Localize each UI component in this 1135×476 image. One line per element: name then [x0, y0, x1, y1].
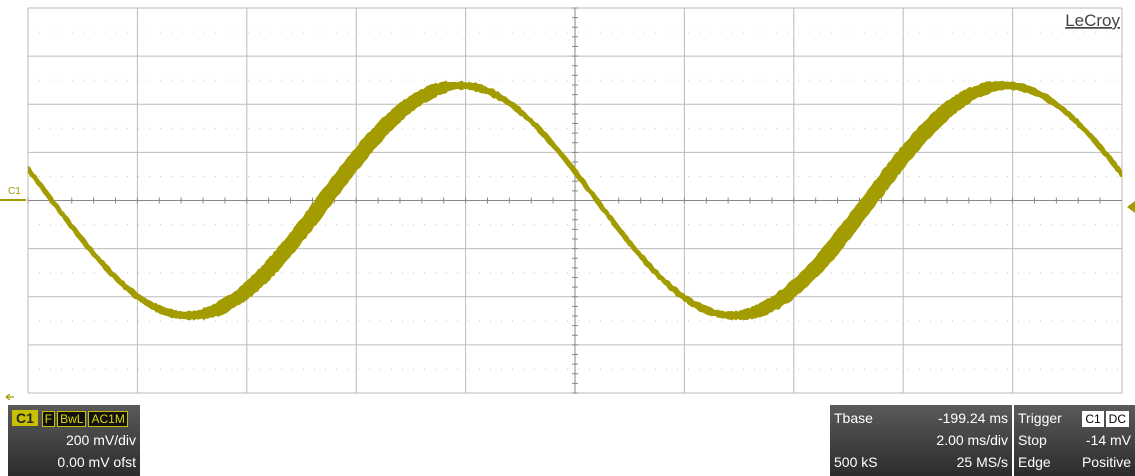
trigger-slope: Positive: [1081, 454, 1131, 470]
channel-name: C1: [12, 410, 38, 426]
trigger-label: Trigger: [1018, 410, 1062, 426]
channel-panel[interactable]: C1 F BwL AC1M 200 mV/div 0.00 mV ofst: [8, 405, 140, 476]
channel-scale: 200 mV/div: [65, 432, 136, 448]
flag: BwL: [57, 411, 87, 427]
trigger-panel[interactable]: Trigger C1 DC Stop -14 mV Edge Positive: [1014, 405, 1135, 476]
trigger-type: Edge: [1018, 454, 1051, 470]
trigger-level-arrow: [1127, 201, 1135, 213]
timebase-panel[interactable]: Tbase -199.24 ms 2.00 ms/div 500 kS 25 MS/…: [830, 405, 1012, 476]
timebase-rate: 25 MS/s: [956, 454, 1008, 470]
channel-offset: 0.00 mV ofst: [57, 454, 136, 470]
timebase-samples: 500 kS: [834, 454, 878, 470]
waveform: [28, 80, 1122, 321]
graticule: [27, 7, 1123, 394]
flag: AC1M: [88, 411, 128, 427]
trigger-coupling: DC: [1105, 411, 1129, 427]
timebase-delay: -199.24 ms: [937, 410, 1008, 426]
trigger-source: C1: [1082, 411, 1104, 427]
scope-screen: LeCroy C1: [0, 7, 1135, 400]
flag: F: [41, 411, 56, 427]
trigger-position-arrow: [5, 393, 14, 400]
timebase-scale: 2.00 ms/div: [936, 432, 1008, 448]
timebase-label: Tbase: [834, 410, 873, 426]
trigger-level: -14 mV: [1085, 432, 1131, 448]
trace-marker: C1: [8, 186, 21, 197]
trigger-mode: Stop: [1018, 432, 1047, 448]
logo: LeCroy: [1065, 11, 1120, 30]
